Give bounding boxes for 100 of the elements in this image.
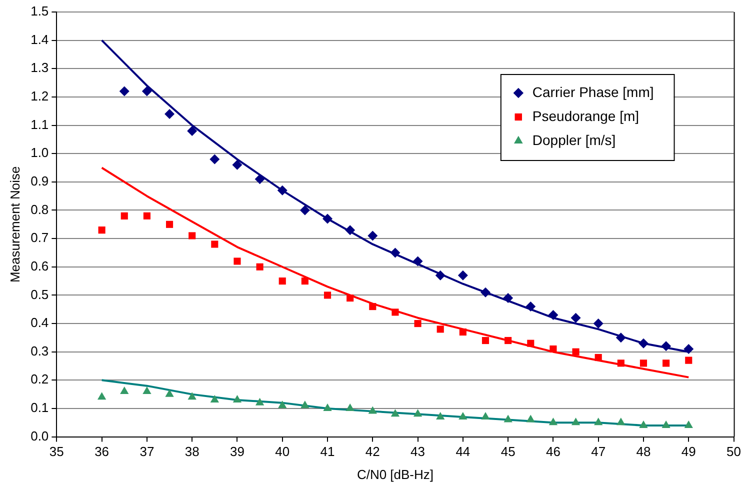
y-tick-label: 0.5 <box>30 286 49 302</box>
point <box>143 212 150 220</box>
point <box>662 360 670 367</box>
y-axis-title: Measurement Noise <box>7 166 22 283</box>
y-tick-label: 0.4 <box>30 315 49 330</box>
y-tick-label: 1.4 <box>30 32 49 47</box>
point <box>278 278 286 285</box>
x-tick-label: 50 <box>726 444 742 460</box>
y-tick-label: 0.9 <box>30 174 49 188</box>
point <box>369 302 376 310</box>
y-tick-label: 0.6 <box>30 258 49 274</box>
point <box>503 293 514 304</box>
point <box>390 248 400 258</box>
point <box>392 308 399 316</box>
point <box>436 412 445 420</box>
point <box>480 287 490 298</box>
x-tick-label: 46 <box>546 444 560 460</box>
point <box>412 256 423 266</box>
y-tick-label: 1.0 <box>30 145 49 160</box>
y-tick-label: 0.3 <box>30 343 49 358</box>
x-tick-label: 38 <box>184 444 200 460</box>
point <box>570 312 581 323</box>
point <box>481 412 490 420</box>
legend-label: Pseudorange [m] <box>532 108 640 124</box>
point <box>97 392 106 400</box>
y-tick-label: 0.8 <box>30 202 49 217</box>
point <box>661 341 672 352</box>
x-tick-label: 43 <box>410 444 426 460</box>
point <box>594 418 603 426</box>
point <box>414 320 422 328</box>
point <box>593 318 604 329</box>
point <box>684 344 694 354</box>
point <box>594 354 602 362</box>
point <box>345 225 356 236</box>
point <box>526 414 535 422</box>
point <box>616 418 626 426</box>
point <box>232 394 242 402</box>
point <box>504 414 512 422</box>
x-tick-label: 37 <box>140 444 154 460</box>
point <box>616 332 626 343</box>
point <box>390 409 400 417</box>
y-tick-label: 0.2 <box>30 372 49 387</box>
point <box>368 230 378 241</box>
x-tick-label: 47 <box>591 444 606 460</box>
x-tick-label: 42 <box>365 444 380 460</box>
point <box>346 403 354 411</box>
point <box>254 174 265 184</box>
point <box>188 232 196 240</box>
point <box>277 185 288 196</box>
point <box>640 360 648 367</box>
y-tick-label: 1.1 <box>30 116 49 132</box>
x-tick-label: 44 <box>456 444 470 460</box>
point <box>662 420 670 428</box>
y-tick-label: 0.1 <box>30 400 49 416</box>
point <box>458 412 468 420</box>
point <box>413 409 422 417</box>
x-tick-label: 48 <box>636 444 651 460</box>
point <box>504 336 512 344</box>
x-tick-label: 39 <box>230 444 244 460</box>
point <box>210 154 220 164</box>
x-axis-title: C/N0 [dB-Hz] <box>356 466 434 482</box>
point <box>324 292 332 299</box>
point <box>322 214 333 224</box>
point <box>300 205 310 216</box>
point <box>435 270 446 280</box>
point <box>571 418 580 426</box>
point <box>166 220 174 228</box>
y-tick-label: 1.5 <box>30 4 49 19</box>
y-tick-label: 1.2 <box>30 88 49 104</box>
point <box>210 394 219 402</box>
point <box>527 340 534 347</box>
point <box>685 356 692 364</box>
point <box>301 278 308 285</box>
point <box>256 263 264 270</box>
point <box>187 126 198 136</box>
point <box>188 392 196 400</box>
point <box>436 326 444 333</box>
point <box>255 398 264 406</box>
y-tick-label: 1.3 <box>30 60 49 76</box>
x-tick-label: 36 <box>94 444 110 460</box>
point <box>617 360 624 367</box>
point <box>120 212 128 220</box>
x-tick-label: 35 <box>49 444 64 460</box>
x-tick-label: 41 <box>320 444 335 460</box>
point <box>482 336 490 344</box>
legend-label: Doppler [m/s] <box>532 132 616 148</box>
point <box>164 108 175 119</box>
point <box>548 310 558 320</box>
point <box>142 386 152 394</box>
point <box>119 86 130 96</box>
x-tick-label: 40 <box>275 444 290 460</box>
point <box>323 403 332 411</box>
legend-label: Carrier Phase [mm] <box>532 84 654 100</box>
point <box>120 386 129 394</box>
point <box>300 400 310 408</box>
y-tick-label: 0.7 <box>30 230 49 246</box>
y-tick-label: 0.0 <box>30 428 49 444</box>
point <box>572 348 580 356</box>
point <box>165 389 174 397</box>
point <box>459 328 466 336</box>
